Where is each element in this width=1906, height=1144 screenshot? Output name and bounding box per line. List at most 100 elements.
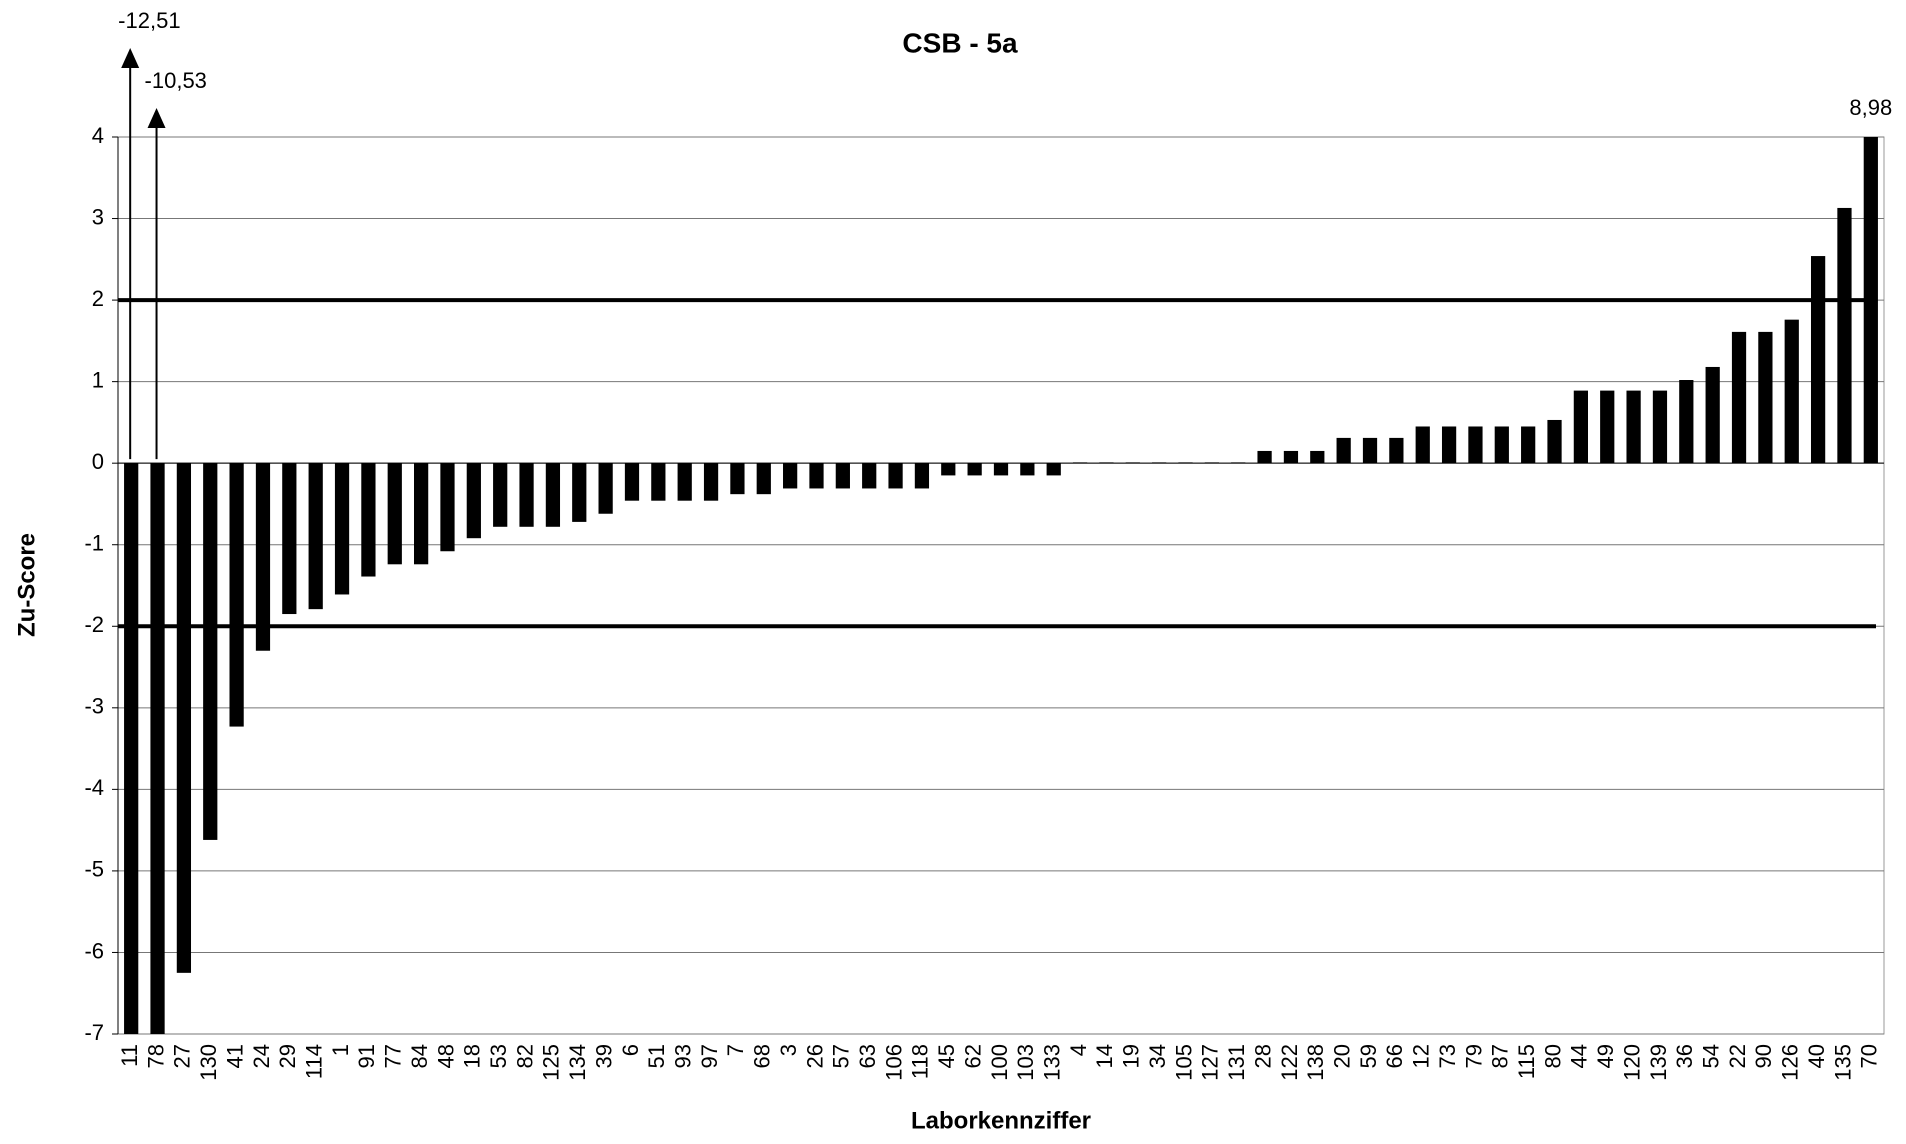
bar (414, 463, 429, 565)
bar (1468, 426, 1483, 464)
x-tick-label: 90 (1751, 1044, 1776, 1068)
x-tick-label: 126 (1778, 1044, 1803, 1081)
bar (1679, 380, 1694, 464)
bar (493, 463, 508, 527)
x-tick-label: 24 (249, 1044, 274, 1068)
bar (1521, 426, 1536, 464)
x-tick-label: 18 (460, 1044, 485, 1068)
bar (1626, 390, 1641, 464)
value-label: -10,53 (145, 68, 207, 93)
bar (1837, 207, 1852, 464)
y-tick-label: -7 (84, 1020, 104, 1045)
bar (624, 463, 640, 501)
x-tick-label: 40 (1804, 1044, 1829, 1068)
x-tick-label: 49 (1593, 1044, 1618, 1068)
x-tick-label: 73 (1435, 1044, 1460, 1068)
bar (598, 463, 613, 514)
bar (809, 463, 824, 489)
y-tick-label: -3 (84, 694, 104, 719)
bar (1046, 463, 1061, 476)
x-tick-label: 77 (381, 1044, 406, 1068)
x-tick-label: 39 (591, 1044, 616, 1068)
y-tick-label: -6 (84, 938, 104, 963)
x-tick-label: 34 (1145, 1044, 1170, 1068)
bar (1362, 437, 1378, 464)
bar (1494, 426, 1509, 464)
bar (651, 463, 666, 501)
x-tick-label: 135 (1830, 1044, 1855, 1081)
bar (308, 463, 323, 610)
x-tick-label: 134 (565, 1044, 590, 1081)
x-tick-label: 48 (433, 1044, 458, 1068)
bar (967, 463, 982, 476)
x-tick-label: 118 (908, 1044, 933, 1079)
y-tick-label: 3 (92, 204, 104, 229)
x-tick-label: 44 (1567, 1044, 1592, 1068)
x-tick-label: 100 (987, 1044, 1012, 1081)
x-tick-label: 127 (1198, 1044, 1223, 1081)
y-tick-label: 0 (92, 449, 104, 474)
x-tick-label: 138 (1303, 1044, 1328, 1081)
x-tick-label: 87 (1488, 1044, 1513, 1068)
bar (466, 463, 481, 539)
bar (545, 463, 561, 527)
x-tick-label: 80 (1540, 1044, 1565, 1068)
bar (255, 463, 271, 651)
bar (1705, 366, 1720, 464)
bar (1020, 463, 1035, 476)
x-tick-label: 125 (539, 1044, 564, 1081)
plot-area (117, 136, 1885, 1035)
x-tick-label: 91 (354, 1044, 379, 1068)
bar (1600, 390, 1615, 464)
x-tick-label: 28 (1250, 1044, 1275, 1068)
bar (862, 463, 877, 489)
bar (572, 463, 587, 522)
y-tick-label: 1 (92, 367, 104, 392)
bar (334, 463, 350, 595)
bar (1336, 437, 1351, 464)
x-tick-label: 45 (934, 1044, 959, 1068)
x-tick-label: 82 (512, 1044, 537, 1068)
y-tick-label: 4 (92, 123, 104, 148)
x-tick-label: 20 (1329, 1044, 1354, 1068)
overflow-arrowhead (147, 108, 166, 128)
x-tick-label: 68 (750, 1044, 775, 1068)
x-tick-label: 97 (697, 1044, 722, 1068)
y-tick-label: -1 (84, 531, 104, 556)
bar (1547, 419, 1562, 464)
x-tick-label: 36 (1672, 1044, 1697, 1068)
bar (677, 463, 692, 501)
x-tick-label: 114 (301, 1044, 326, 1079)
x-tick-label: 3 (776, 1044, 801, 1056)
x-tick-label: 26 (802, 1044, 827, 1068)
x-tick-label: 12 (1409, 1044, 1434, 1068)
x-tick-label: 1 (328, 1044, 353, 1056)
x-tick-label: 139 (1646, 1044, 1671, 1081)
y-tick-label: -4 (84, 775, 104, 800)
x-tick-label: 54 (1698, 1044, 1723, 1068)
y-tick-label: 2 (92, 286, 104, 311)
x-tick-label: 133 (1040, 1044, 1065, 1081)
x-axis-title: Laborkennziffer (911, 1107, 1091, 1134)
x-tick-label: 6 (618, 1044, 643, 1056)
bar (1415, 426, 1430, 464)
x-tick-label: 130 (196, 1044, 221, 1081)
x-tick-label: 57 (829, 1044, 854, 1068)
x-tick-label: 70 (1857, 1044, 1882, 1068)
bar (176, 463, 192, 973)
x-tick-label: 11 (117, 1044, 142, 1067)
x-tick-label: 103 (1013, 1044, 1038, 1081)
x-tick-label: 51 (644, 1044, 669, 1068)
bar (387, 463, 402, 565)
bar (756, 463, 771, 495)
x-tick-label: 120 (1619, 1044, 1644, 1081)
bar (1257, 450, 1272, 464)
x-tick-label: 63 (855, 1044, 880, 1068)
bar (440, 463, 455, 552)
bar (730, 463, 745, 495)
bar (124, 463, 139, 1034)
x-tick-label: 41 (222, 1044, 247, 1068)
x-tick-label: 78 (143, 1044, 168, 1068)
bar (1758, 331, 1773, 464)
